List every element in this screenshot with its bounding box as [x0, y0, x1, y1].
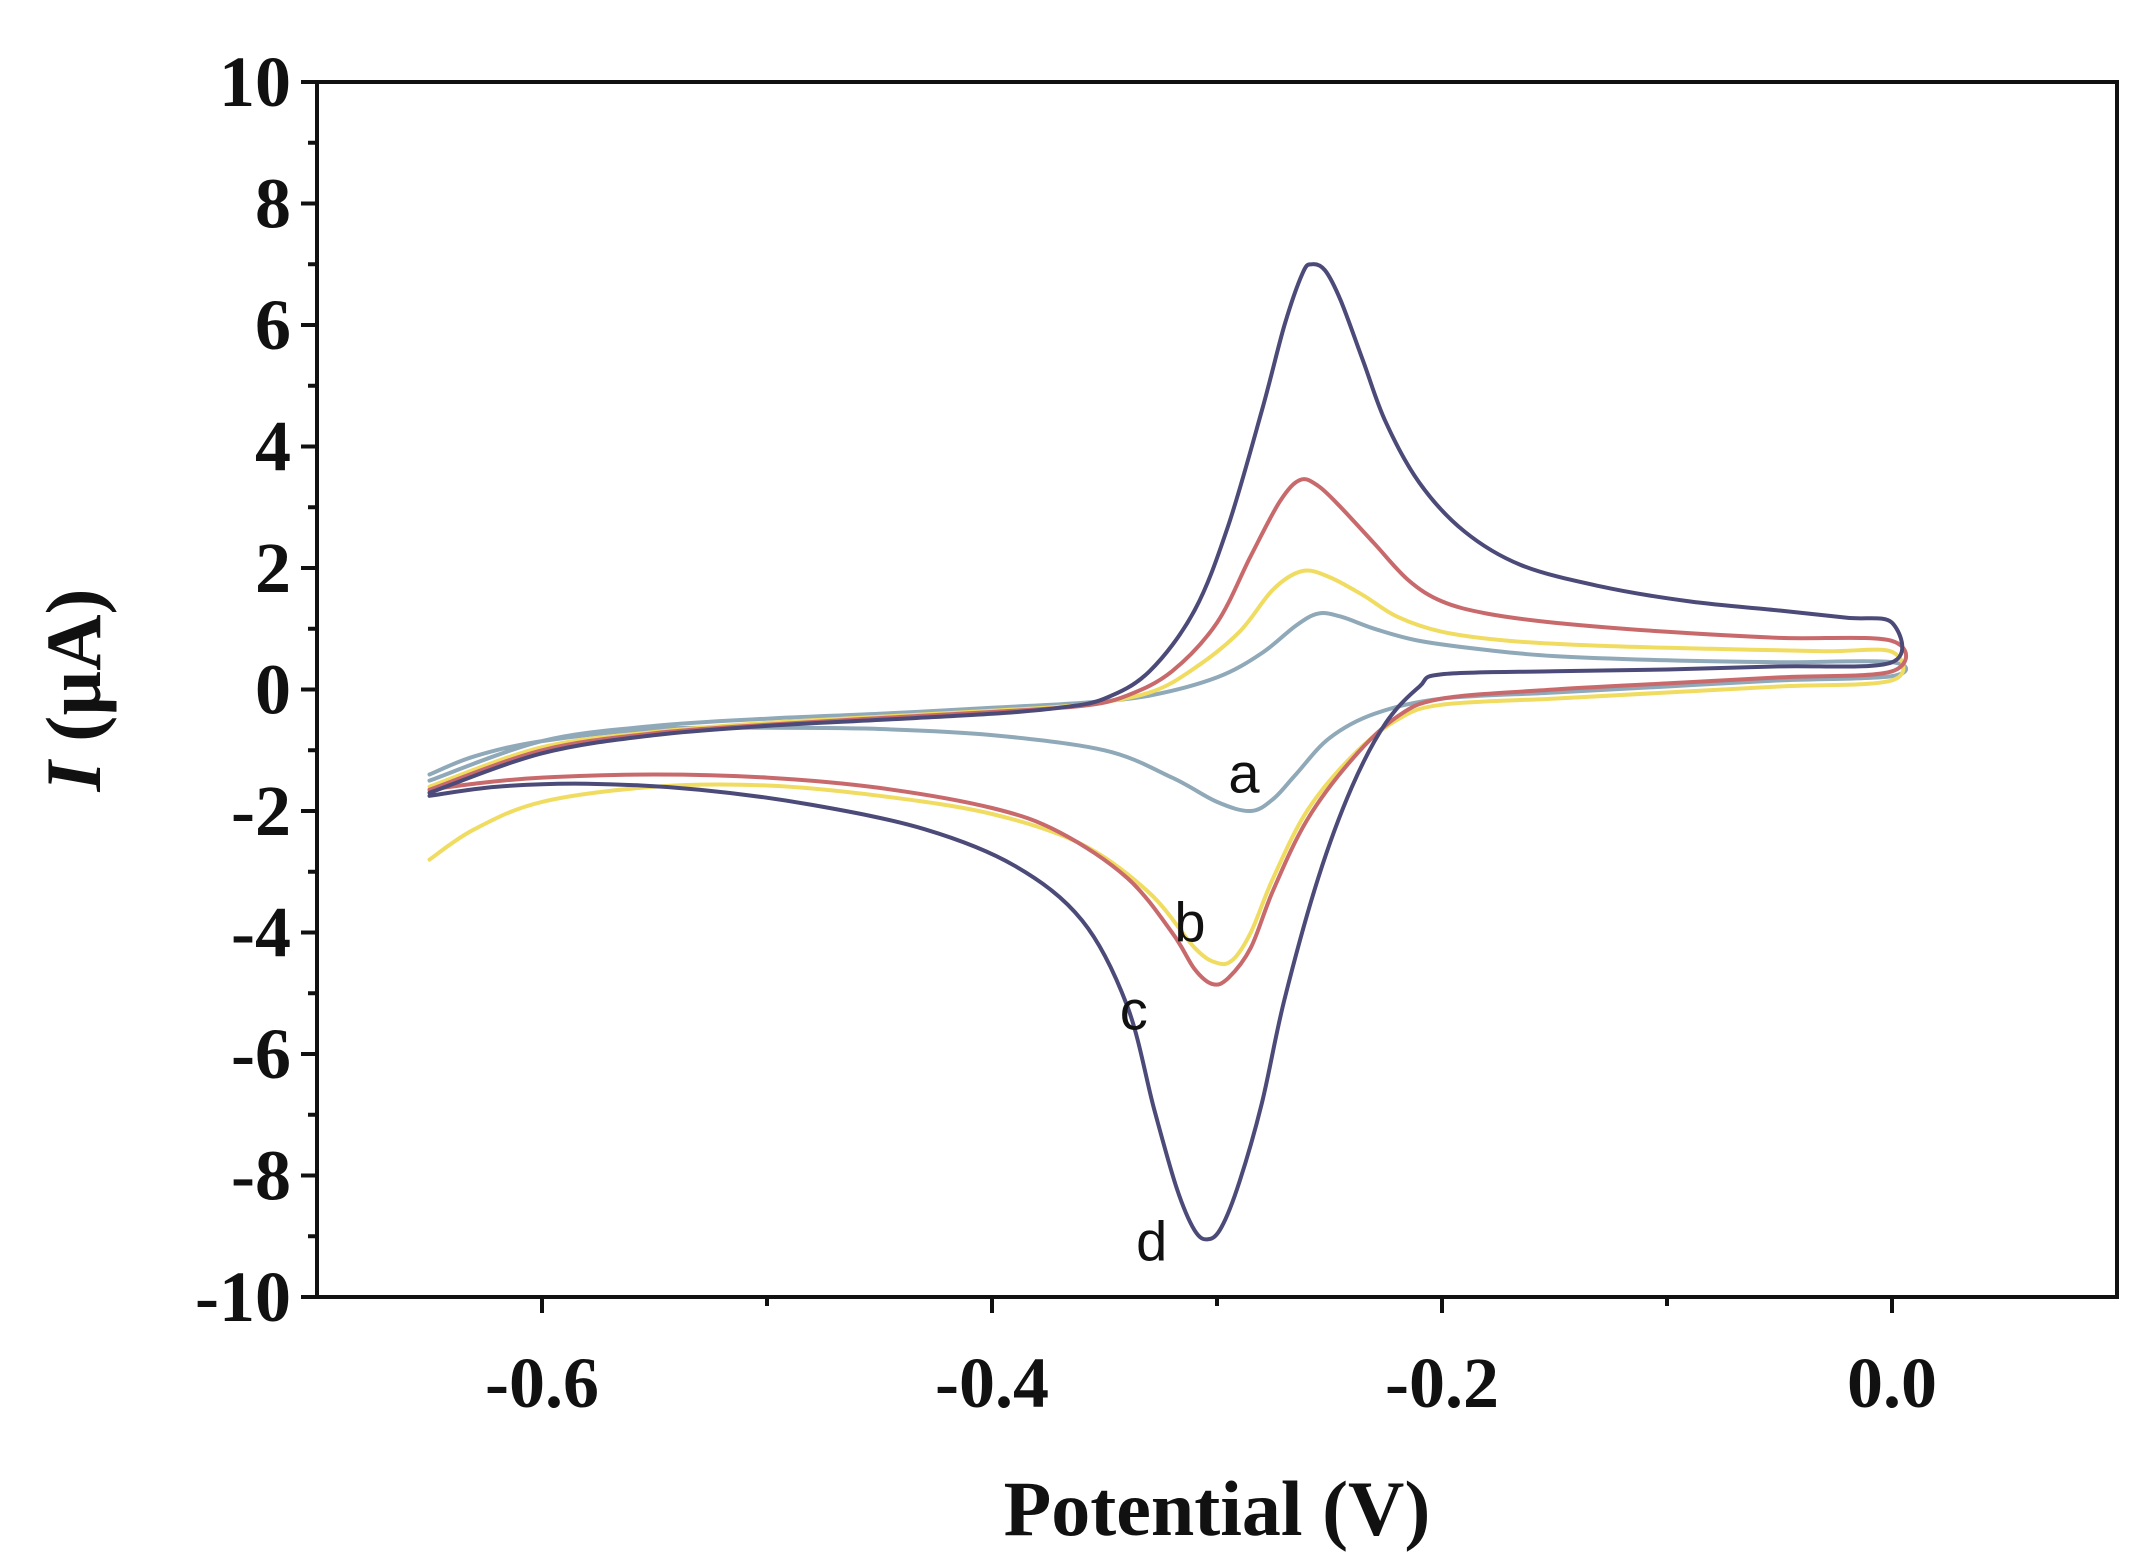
- x-axis-tick-labels: -0.6 -0.4 -0.2 0.0: [485, 1343, 1937, 1423]
- axis-ticks: [301, 80, 1894, 1313]
- y-tick-label: -10: [195, 1257, 291, 1337]
- y-tick-label: 6: [255, 285, 291, 365]
- y-tick-label: 0: [255, 650, 291, 730]
- curve-label-c: c: [1120, 978, 1148, 1041]
- y-tick-label: -4: [231, 893, 291, 973]
- y-tick-label: 4: [255, 407, 291, 487]
- curve-labels: a bc d: [1120, 742, 1261, 1273]
- curve-label-d: d: [1136, 1209, 1167, 1272]
- y-tick-label: -8: [231, 1136, 291, 1216]
- y-axis-title: I (µA): [30, 588, 117, 792]
- x-axis-title: Potential (V): [1004, 1465, 1431, 1552]
- x-tick-label: -0.4: [935, 1343, 1049, 1423]
- curve-label-a: a: [1228, 742, 1260, 805]
- curve-c: [427, 477, 1909, 987]
- y-axis-title-symbol: I: [30, 759, 117, 793]
- curve-label-b: b: [1174, 890, 1205, 953]
- y-tick-label: 2: [255, 528, 291, 608]
- curve-d: [427, 262, 1905, 1242]
- y-tick-label: 10: [219, 42, 291, 122]
- x-tick-label: 0.0: [1847, 1343, 1937, 1423]
- curve-a: [427, 611, 1909, 814]
- y-axis-tick-labels: -10 -8 -6 -4 -2 0 2 4 6 8 10: [195, 42, 291, 1337]
- y-tick-label: -2: [231, 771, 291, 851]
- x-tick-label: -0.2: [1385, 1343, 1499, 1423]
- x-tick-label: -0.6: [485, 1343, 599, 1423]
- y-axis-title-unit: (µA): [30, 588, 117, 761]
- y-tick-label: 8: [255, 164, 291, 244]
- curve-b: [427, 568, 1906, 967]
- plot-frame: [315, 80, 2119, 1299]
- cv-curves: [427, 262, 1909, 1242]
- y-tick-label: -6: [231, 1014, 291, 1094]
